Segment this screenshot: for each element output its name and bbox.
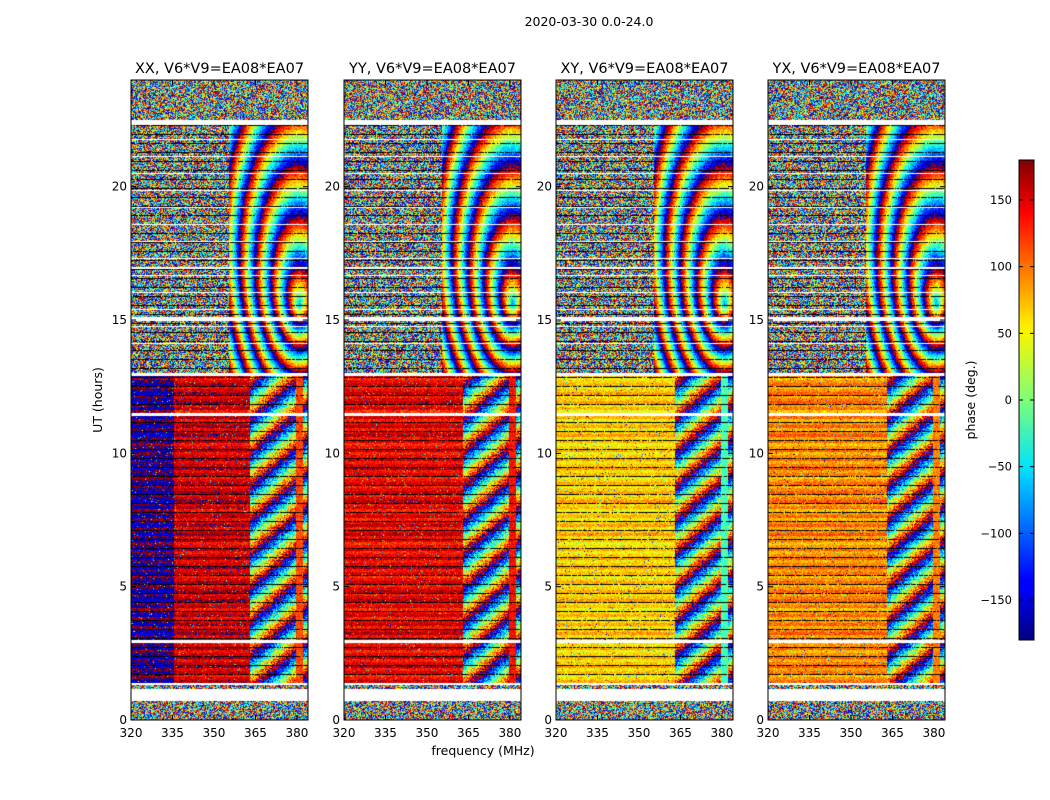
x-tick-label: 320 (120, 726, 143, 740)
y-tick-label: 0 (332, 713, 340, 727)
y-tick-label: 15 (112, 313, 127, 327)
panel-frame (555, 79, 734, 721)
y-tick-label: 20 (749, 180, 764, 194)
y-tick-label: 10 (537, 446, 552, 460)
y-tick-label: 15 (325, 313, 340, 327)
y-tick-label: 0 (119, 713, 127, 727)
x-tick-label: 335 (586, 726, 609, 740)
x-tick-label: 380 (498, 726, 521, 740)
colorbar-label: phase (deg.) (963, 361, 978, 440)
x-tick-label: 380 (922, 726, 945, 740)
y-tick-label: 15 (749, 313, 764, 327)
x-tick-label: 350 (203, 726, 226, 740)
panel-frame (767, 79, 946, 721)
y-tick-label: 20 (112, 180, 127, 194)
phase-heatmap (768, 80, 945, 720)
colorbar-tick-label: −50 (988, 460, 1012, 474)
colorbar-tick-label: −100 (980, 526, 1012, 540)
y-tick-label: 10 (749, 446, 764, 460)
y-tick-label: 10 (325, 446, 340, 460)
phase-heatmap (556, 80, 733, 720)
figure-title: 2020-03-30 0.0-24.0 (525, 14, 654, 29)
heatmap-panel: YX, V6*V9=EA08*EA07 320 335 350 365 380 0 5 10 15… (749, 61, 946, 740)
x-tick-label: 365 (244, 726, 267, 740)
panel-title: YY, V6*V9=EA08*EA07 (348, 61, 516, 77)
y-tick-label: 15 (537, 313, 552, 327)
phase-heatmap (131, 80, 308, 720)
panel-title: YX, V6*V9=EA08*EA07 (771, 61, 940, 77)
heatmap-panel: XY, V6*V9=EA08*EA07 320 335 350 365 380 0 5 10 15… (537, 61, 734, 740)
x-axis-label: frequency (MHz) (431, 743, 534, 758)
x-tick-label: 380 (710, 726, 733, 740)
y-tick-label: 0 (544, 713, 552, 727)
colorbar-tick-label: 50 (997, 326, 1012, 340)
x-tick-label: 350 (628, 726, 651, 740)
y-axis-label: UT (hours) (90, 367, 105, 433)
x-tick-label: 365 (457, 726, 480, 740)
y-tick-label: 0 (756, 713, 764, 727)
panel-frame (130, 79, 309, 721)
colorbar-tick-label: 0 (1005, 393, 1012, 407)
x-tick-label: 335 (798, 726, 821, 740)
panel-title: XX, V6*V9=EA08*EA07 (135, 61, 304, 77)
x-tick-label: 380 (285, 726, 308, 740)
colorbar-tick-label: −150 (980, 593, 1012, 607)
x-tick-label: 320 (333, 726, 356, 740)
y-tick-label: 10 (112, 446, 127, 460)
x-tick-label: 320 (757, 726, 780, 740)
heatmap-panels: XX, V6*V9=EA08*EA07 320 335 350 365 380 0 5 10 15… (112, 61, 946, 740)
x-tick-label: 350 (840, 726, 863, 740)
colorbar: 150 100 50 0 −50 −100 −150 phase (deg.) (963, 159, 1035, 641)
x-tick-label: 335 (374, 726, 397, 740)
heatmap-panel: XX, V6*V9=EA08*EA07 320 335 350 365 380 0 5 10 15… (112, 61, 309, 740)
x-tick-label: 365 (669, 726, 692, 740)
x-tick-label: 350 (416, 726, 439, 740)
y-tick-label: 5 (544, 580, 552, 594)
colorbar-tick-label: 100 (990, 260, 1012, 274)
colorbar-tick-label: 150 (990, 193, 1012, 207)
heatmap-panel: YY, V6*V9=EA08*EA07 320 335 350 365 380 0 5 10 15… (325, 61, 522, 740)
y-tick-label: 20 (537, 180, 552, 194)
panel-frame (343, 79, 522, 721)
x-tick-label: 365 (881, 726, 904, 740)
y-tick-label: 5 (332, 580, 340, 594)
y-tick-label: 20 (325, 180, 340, 194)
y-tick-label: 5 (756, 580, 764, 594)
y-tick-label: 5 (119, 580, 127, 594)
x-tick-label: 335 (161, 726, 184, 740)
phase-heatmap (344, 80, 521, 720)
panel-title: XY, V6*V9=EA08*EA07 (560, 61, 728, 77)
x-tick-label: 320 (545, 726, 568, 740)
